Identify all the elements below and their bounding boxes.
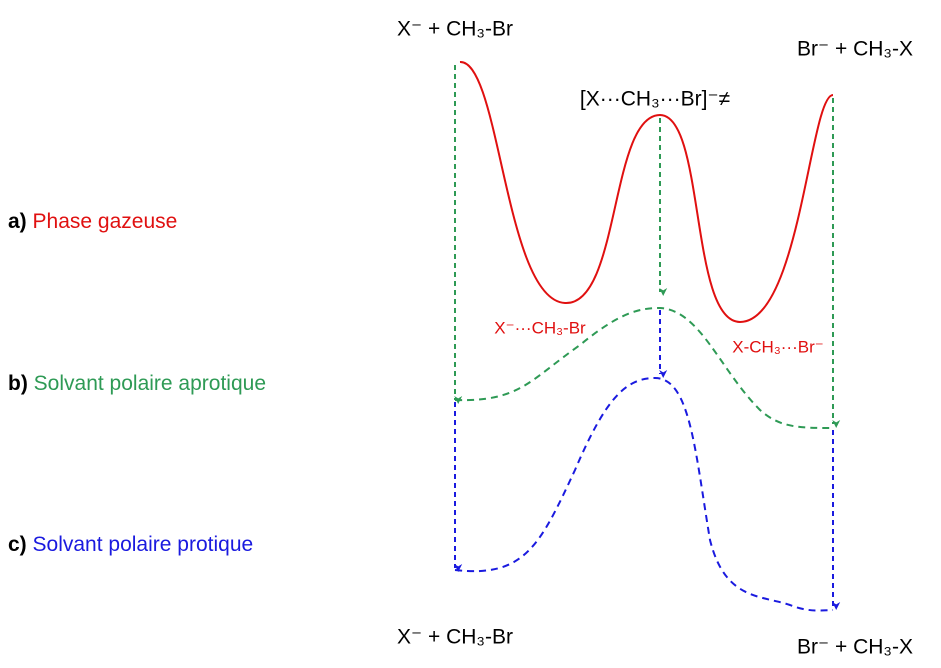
species-label: Br⁻ + CH₃-X: [797, 38, 913, 61]
phase-label: b) Solvant polaire aprotique: [8, 372, 266, 395]
gas-phase-curve: [459, 60, 834, 324]
species-label: X⁻ + CH₃-Br: [397, 18, 513, 41]
species-label: X⁻ + CH₃-Br: [397, 626, 513, 649]
species-label: [X···CH₃···Br]⁻≠: [580, 88, 730, 111]
phase-label: a) Phase gazeuse: [8, 210, 177, 233]
species-label: Br⁻ + CH₃-X: [797, 636, 913, 659]
species-label: X-CH₃···Br⁻: [732, 337, 823, 356]
aprotic-curve: [454, 306, 834, 429]
protic-curve: [454, 376, 834, 612]
phase-label: c) Solvant polaire protique: [8, 533, 253, 556]
species-label: X⁻···CH₃-Br: [494, 318, 586, 337]
